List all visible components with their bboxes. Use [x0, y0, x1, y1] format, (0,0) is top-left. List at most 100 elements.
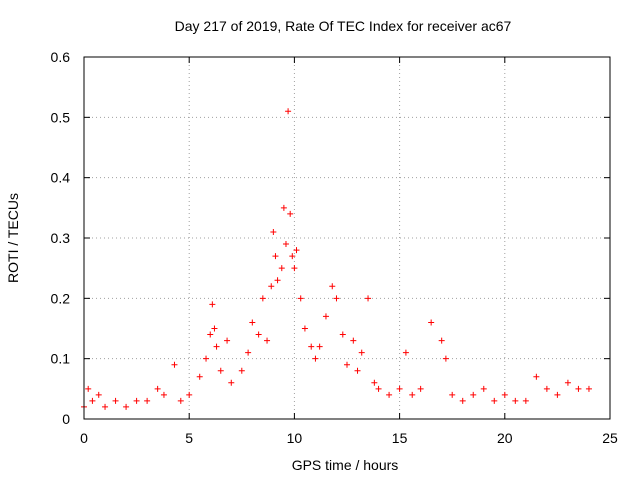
data-point — [272, 253, 279, 260]
data-point — [255, 331, 262, 338]
data-point — [438, 337, 445, 344]
data-point — [417, 385, 424, 392]
data-point — [289, 253, 296, 260]
data-point — [270, 228, 277, 235]
x-tick-label: 5 — [185, 430, 193, 446]
data-point — [280, 204, 287, 211]
data-point — [409, 391, 416, 398]
data-point — [442, 355, 449, 362]
data-point — [217, 367, 224, 374]
data-point — [85, 385, 92, 392]
y-axis-label: ROTI / TECUs — [5, 193, 21, 283]
data-point — [375, 385, 382, 392]
data-point — [264, 337, 271, 344]
data-point — [196, 373, 203, 380]
data-point — [333, 295, 340, 302]
y-tick-label: 0.3 — [51, 230, 71, 246]
y-tick-label: 0 — [62, 411, 70, 427]
data-point — [308, 343, 315, 350]
data-point — [402, 349, 409, 356]
y-tick-label: 0.4 — [51, 170, 71, 186]
data-point — [386, 391, 393, 398]
data-point — [249, 319, 256, 326]
data-point — [282, 241, 289, 248]
data-point — [160, 391, 167, 398]
data-points — [81, 108, 592, 410]
x-tick-label: 25 — [602, 430, 618, 446]
data-point — [293, 247, 300, 254]
x-tick-label: 15 — [392, 430, 408, 446]
data-point — [144, 397, 151, 404]
y-tick-label: 0.2 — [51, 290, 71, 306]
data-point — [287, 210, 294, 217]
data-point — [297, 295, 304, 302]
data-point — [291, 265, 298, 272]
x-tick-label: 0 — [80, 430, 88, 446]
data-point — [491, 397, 498, 404]
data-point — [95, 391, 102, 398]
data-point — [268, 283, 275, 290]
data-point — [554, 391, 561, 398]
x-axis-label: GPS time / hours — [292, 457, 399, 473]
data-point — [209, 301, 216, 308]
x-tick-label: 20 — [497, 430, 513, 446]
data-point — [301, 325, 308, 332]
data-point — [575, 385, 582, 392]
y-tick-label: 0.5 — [51, 109, 71, 125]
y-tick-label: 0.6 — [51, 49, 71, 65]
data-point — [371, 379, 378, 386]
data-point — [358, 349, 365, 356]
data-point — [102, 403, 109, 410]
data-point — [207, 331, 214, 338]
data-point — [123, 403, 130, 410]
data-point — [354, 367, 361, 374]
y-tick-label: 0.1 — [51, 351, 71, 367]
data-point — [585, 385, 592, 392]
data-point — [285, 108, 292, 115]
data-point — [259, 295, 266, 302]
data-point — [365, 295, 372, 302]
grid-lines — [84, 57, 610, 419]
data-point — [203, 355, 210, 362]
data-point — [501, 391, 508, 398]
plot-frame — [83, 56, 611, 420]
data-point — [329, 283, 336, 290]
data-point — [224, 337, 231, 344]
data-point — [449, 391, 456, 398]
data-point — [274, 277, 281, 284]
data-point — [171, 361, 178, 368]
data-point — [133, 397, 140, 404]
data-point — [512, 397, 519, 404]
data-point — [344, 361, 350, 368]
data-point — [480, 385, 487, 392]
data-point — [213, 343, 220, 350]
data-point — [186, 391, 193, 398]
data-point — [154, 385, 161, 392]
data-point — [228, 379, 235, 386]
data-point — [522, 397, 529, 404]
data-point — [112, 397, 119, 404]
chart-title: Day 217 of 2019, Rate Of TEC Index for r… — [175, 18, 512, 34]
data-point — [350, 337, 357, 344]
x-tick-label: 10 — [287, 430, 303, 446]
data-point — [428, 319, 435, 326]
data-point — [89, 397, 96, 404]
data-point — [543, 385, 550, 392]
data-point — [278, 265, 285, 272]
data-point — [470, 391, 477, 398]
data-point — [312, 355, 319, 362]
data-point — [396, 385, 403, 392]
data-point — [533, 373, 540, 380]
data-point — [238, 367, 245, 374]
axis-tick-labels: 0 5 10 15 20 25 0 0.1 0.2 0.3 0.4 0.5 0.6 — [51, 49, 618, 446]
data-point — [316, 343, 323, 350]
data-point — [245, 349, 252, 356]
data-point — [177, 397, 184, 404]
data-point — [459, 397, 466, 404]
data-point — [564, 379, 571, 386]
data-point — [322, 313, 329, 320]
data-point — [339, 331, 346, 338]
data-point — [211, 325, 218, 332]
